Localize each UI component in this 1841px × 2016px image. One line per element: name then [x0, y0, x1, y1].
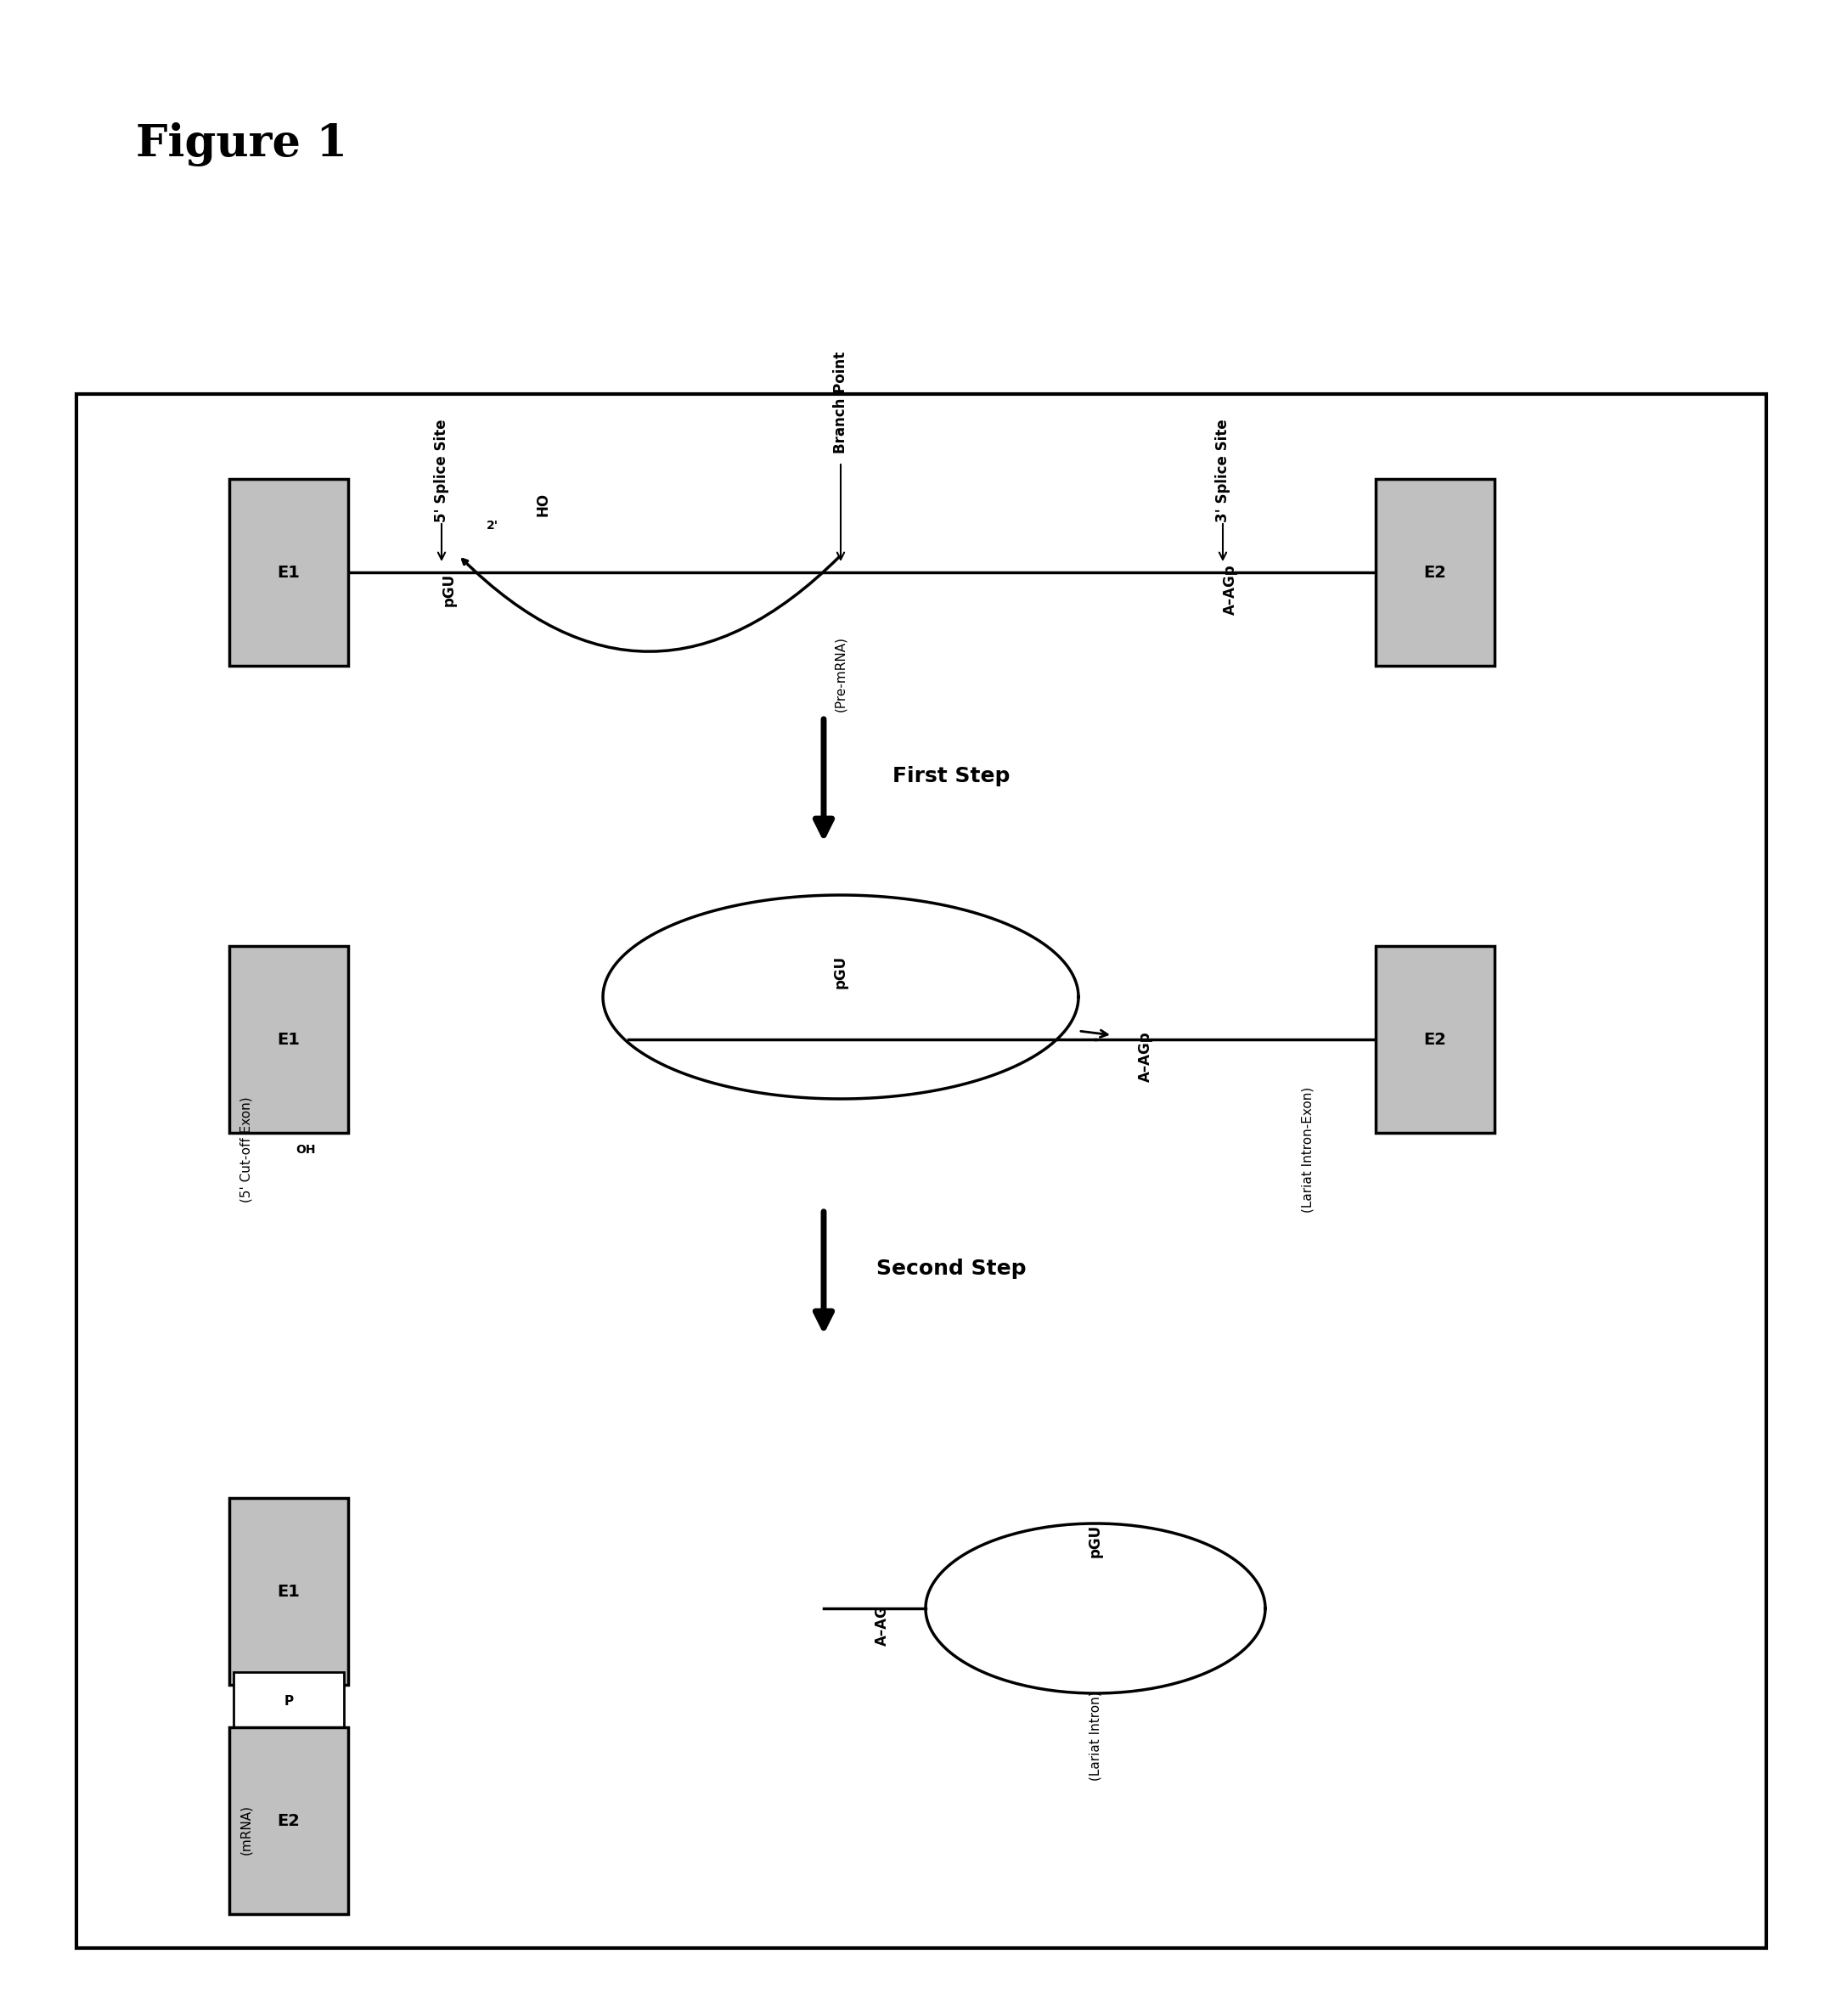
Text: (Lariat Intron): (Lariat Intron) [1090, 1691, 1101, 1780]
Text: A–AGp: A–AGp [1138, 1030, 1152, 1083]
Bar [230, 946, 348, 1133]
Bar [230, 1728, 348, 1913]
Bar [234, 1671, 344, 1732]
Text: OH: OH [296, 1143, 315, 1155]
Text: E2: E2 [1423, 1032, 1447, 1048]
Bar [230, 480, 348, 665]
Text: pGU: pGU [832, 956, 849, 988]
Text: E2: E2 [1423, 564, 1447, 581]
Text: First Step: First Step [893, 766, 1011, 786]
Text: P: P [284, 1695, 293, 1708]
Text: E1: E1 [278, 1583, 300, 1599]
Text: E1: E1 [278, 1032, 300, 1048]
Bar [1375, 946, 1495, 1133]
Text: A–AGp: A–AGp [1222, 564, 1239, 615]
Text: E1: E1 [278, 564, 300, 581]
Text: (Lariat Intron-Exon): (Lariat Intron-Exon) [1302, 1087, 1314, 1214]
Bar [1375, 480, 1495, 665]
Text: Branch Point: Branch Point [832, 351, 849, 454]
Text: 2': 2' [486, 520, 499, 532]
Bar [77, 393, 1766, 1947]
Text: 3' Splice Site: 3' Splice Site [1215, 419, 1230, 522]
Text: pGU: pGU [1088, 1524, 1103, 1556]
Text: (mRNA): (mRNA) [239, 1804, 252, 1855]
Text: E2: E2 [278, 1812, 300, 1829]
Bar [230, 1498, 348, 1685]
Text: Figure 1: Figure 1 [136, 123, 348, 167]
Text: A–AG: A–AG [874, 1605, 889, 1645]
Text: pGU: pGU [442, 573, 457, 607]
Text: Second Step: Second Step [876, 1258, 1025, 1278]
Text: 5' Splice Site: 5' Splice Site [434, 419, 449, 522]
Text: HO: HO [536, 492, 550, 516]
Text: (Pre-mRNA): (Pre-mRNA) [834, 637, 847, 712]
Text: (5' Cut-off Exon): (5' Cut-off Exon) [239, 1097, 252, 1204]
